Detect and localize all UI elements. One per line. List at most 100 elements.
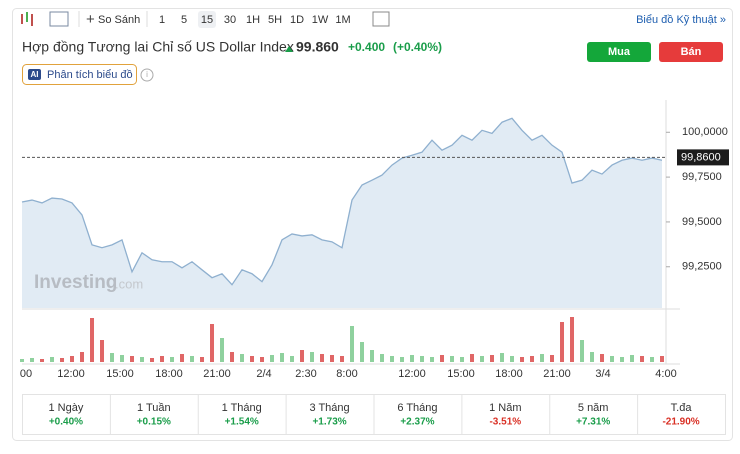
area-fill xyxy=(22,118,662,308)
period-change: +1.73% xyxy=(312,417,346,428)
watermark: Investing xyxy=(34,272,117,293)
last-price-box xyxy=(677,149,729,166)
interval-button[interactable]: 1D xyxy=(290,14,304,26)
candle-icon[interactable] xyxy=(21,12,33,26)
volume-bar xyxy=(400,357,404,362)
info-i: i xyxy=(146,70,148,79)
y-tick-label: 99,2500 xyxy=(682,261,722,273)
volume-bar xyxy=(210,324,214,362)
compare-button[interactable]: So Sánh xyxy=(98,14,140,26)
x-tick-label: 8:00 xyxy=(336,368,357,380)
interval-button[interactable]: 1W xyxy=(312,14,329,26)
volume-bar xyxy=(610,356,614,362)
sell-label[interactable]: Bán xyxy=(681,46,702,58)
volume-bar xyxy=(30,358,34,362)
period-change: -3.51% xyxy=(489,417,521,428)
volume-bar xyxy=(560,322,564,362)
x-tick-label: 4:00 xyxy=(655,368,676,380)
volume-bar xyxy=(170,357,174,362)
ai-badge-bg xyxy=(28,69,41,80)
interval-selected xyxy=(198,11,216,28)
volume-bar xyxy=(100,340,104,362)
volume-bar xyxy=(430,357,434,362)
volume-bar xyxy=(440,355,444,362)
volume-bar xyxy=(650,357,654,362)
area-icon[interactable] xyxy=(49,11,69,27)
interval-button[interactable]: 1 xyxy=(159,14,165,26)
volume-bar xyxy=(660,356,664,362)
watermark-suffix: .com xyxy=(115,276,143,291)
period-label[interactable]: 3 Tháng xyxy=(309,402,349,414)
period-label[interactable]: 1 Năm xyxy=(489,402,521,414)
volume-bar xyxy=(580,340,584,362)
volume-bar xyxy=(410,355,414,362)
volume-bar xyxy=(190,356,194,362)
period-label[interactable]: 1 Ngày xyxy=(49,402,84,414)
price-line xyxy=(21,117,663,286)
volume-bar xyxy=(70,356,74,362)
buy-label[interactable]: Mua xyxy=(608,46,631,58)
volume-bar xyxy=(130,356,134,362)
volume-bar xyxy=(20,359,24,362)
volume-bar xyxy=(600,354,604,362)
volume-bar xyxy=(220,338,224,362)
volume-bar xyxy=(270,355,274,362)
volume-bar xyxy=(330,355,334,362)
period-change: -21.90% xyxy=(662,417,699,428)
volume-bar xyxy=(540,354,544,362)
volume-bar xyxy=(370,350,374,362)
x-tick-label: 2:30 xyxy=(295,368,316,380)
info-icon[interactable] xyxy=(140,68,154,82)
volume-bar xyxy=(250,356,254,362)
volume-bar xyxy=(590,352,594,362)
volume-bar xyxy=(390,356,394,362)
buy-button[interactable] xyxy=(587,42,651,62)
volume-bar xyxy=(230,352,234,362)
volume-bar xyxy=(460,357,464,362)
x-tick-label: 21:00 xyxy=(543,368,571,380)
volume-bar xyxy=(60,358,64,362)
volume-bar xyxy=(290,356,294,362)
ai-label[interactable]: Phân tích biểu đồ xyxy=(47,69,133,81)
period-label[interactable]: 1 Tháng xyxy=(222,402,262,414)
volume-bar xyxy=(240,354,244,362)
interval-button[interactable]: 15 xyxy=(201,14,213,26)
x-tick-label: 12:00 xyxy=(398,368,426,380)
period-label[interactable]: 6 Tháng xyxy=(397,402,437,414)
volume-bar xyxy=(50,357,54,362)
period-label[interactable]: 5 năm xyxy=(578,402,609,414)
x-tick-label: 21:00 xyxy=(203,368,231,380)
interval-button[interactable]: 1H xyxy=(246,14,260,26)
interval-button[interactable]: 1M xyxy=(335,14,350,26)
volume-bar xyxy=(620,357,624,362)
period-change: +1.54% xyxy=(225,417,259,428)
indicator-icon[interactable] xyxy=(372,11,390,27)
volume-bar xyxy=(360,342,364,362)
y-tick-label: 99,7500 xyxy=(682,171,722,183)
change-pct: (+0.40%) xyxy=(393,40,442,54)
x-tick-label: 3/4 xyxy=(595,368,610,380)
period-label[interactable]: T.đa xyxy=(671,402,693,414)
x-tick-label: 18:00 xyxy=(495,368,523,380)
volume-bar xyxy=(530,356,534,362)
volume-bar xyxy=(150,358,154,362)
volume-bar xyxy=(300,350,304,362)
sell-button[interactable] xyxy=(659,42,723,62)
interval-button[interactable]: 30 xyxy=(224,14,236,26)
ai-button[interactable] xyxy=(22,64,137,85)
x-tick-label: 2/4 xyxy=(256,368,271,380)
volume-bar xyxy=(340,356,344,362)
interval-button[interactable]: 5 xyxy=(181,14,187,26)
volume-bar xyxy=(140,357,144,362)
volume-bar xyxy=(110,353,114,362)
interval-button[interactable]: 5H xyxy=(268,14,282,26)
last-price-label: 99,8600 xyxy=(681,151,721,163)
volume-bar xyxy=(310,352,314,362)
volume-bar xyxy=(280,353,284,362)
technical-link[interactable]: Biểu đồ Kỹ thuật » xyxy=(636,14,726,26)
volume-bar xyxy=(120,355,124,362)
instrument-title: Hợp đồng Tương lai Chỉ số US Dollar Inde… xyxy=(22,39,294,55)
period-label[interactable]: 1 Tuần xyxy=(137,402,171,414)
volume-bar xyxy=(520,357,524,362)
